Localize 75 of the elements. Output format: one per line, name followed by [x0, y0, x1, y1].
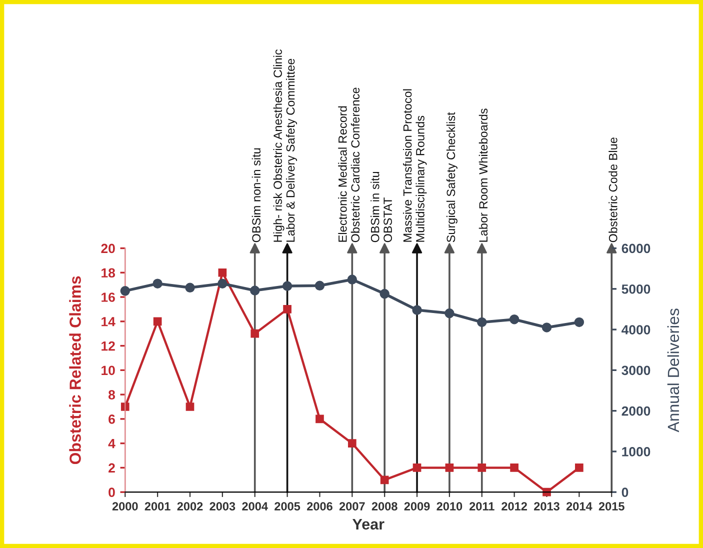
point	[152, 278, 162, 288]
point	[185, 282, 195, 293]
point	[380, 476, 389, 484]
point	[348, 439, 356, 448]
ref-line-label: Electronic Medical Record Obstetric Cardiac Conference	[338, 88, 360, 242]
x-tick-label: 2015	[598, 502, 624, 510]
point	[186, 402, 194, 411]
point	[218, 268, 227, 277]
point	[250, 329, 260, 338]
y-tick-label: 14	[102, 317, 116, 326]
y2-tick-label: 0	[622, 488, 628, 498]
x-tick-label: 2000	[112, 502, 138, 510]
point	[120, 286, 130, 296]
x-tick-label: 2013	[534, 502, 560, 511]
x-tick-label: 2006	[307, 502, 332, 510]
y2-tick-label: 5000	[622, 284, 650, 294]
x-tick-label: 2005	[274, 502, 300, 510]
y-tick-label: 18	[102, 268, 116, 278]
ref-line-label: OBSim in situ OBSTAT	[370, 172, 392, 242]
y-tick-label: 0	[108, 488, 115, 498]
ref-line-label: High- risk Obstetric Anesthesia Clinic Labor & Delivery Safety Committee	[273, 49, 298, 242]
point	[316, 414, 324, 424]
y2-tick-label: 2000	[622, 406, 650, 416]
y-axis-title: Obstetric Related Claims	[69, 276, 81, 464]
point	[509, 314, 520, 324]
x-tick-label: 2002	[177, 502, 203, 510]
point	[120, 402, 130, 411]
point	[412, 464, 422, 472]
y-tick-label: 12	[102, 341, 115, 351]
point	[574, 317, 584, 328]
y-tick-label: 16	[102, 292, 115, 302]
ref-line-label: Surgical Safety Checklist	[446, 112, 458, 242]
y2-tick-label: 3000	[622, 366, 650, 376]
point	[542, 322, 552, 332]
x-tick-label: 2011	[469, 502, 494, 510]
point	[510, 464, 518, 472]
point	[478, 464, 486, 472]
y-tick-label: 10	[102, 366, 115, 376]
point	[347, 274, 358, 284]
point	[380, 288, 390, 299]
point	[412, 305, 422, 315]
point	[282, 281, 292, 291]
x-tick-label: 2001	[144, 502, 170, 510]
x-tick-label: 2010	[436, 502, 462, 510]
ref-line-label: OBSim non-in situ	[252, 148, 261, 242]
x-axis-title: Year	[352, 518, 384, 530]
y2-tick-label: 1000	[622, 447, 650, 456]
x-tick-label: 2007	[339, 502, 365, 510]
point	[444, 308, 454, 318]
y-tick-label: 4	[108, 439, 116, 448]
point	[153, 317, 162, 326]
ref-line-label: Obstetric Code Blue	[608, 138, 618, 242]
y2-tick-label: 4000	[622, 325, 650, 334]
y-tick-label: 8	[108, 390, 116, 400]
x-tick-label: 2008	[372, 502, 398, 510]
x-tick-label: 2012	[502, 502, 527, 510]
point	[445, 464, 454, 472]
y-tick-label: 2	[108, 463, 115, 472]
point	[218, 278, 228, 288]
point	[314, 280, 325, 290]
y2-axis-title: Annual Deliveries	[667, 308, 680, 432]
x-tick-label: 2003	[210, 502, 236, 511]
point	[283, 305, 292, 314]
ref-line-label: Labor Room Whiteboards	[478, 108, 488, 242]
x-tick-label: 2004	[242, 502, 268, 510]
x-tick-label: 2014	[566, 502, 592, 510]
y-tick-label: 6	[108, 414, 115, 424]
point	[542, 488, 551, 496]
y2-tick-label: 6000	[622, 244, 650, 254]
y-tick-label: 20	[101, 244, 115, 254]
ref-line-label: Massive Transfusion Protocol Multidisciplinary Rounds	[403, 89, 427, 242]
x-tick-label: 2009	[404, 502, 430, 510]
point	[477, 317, 487, 328]
point	[250, 286, 260, 296]
point	[575, 464, 584, 472]
